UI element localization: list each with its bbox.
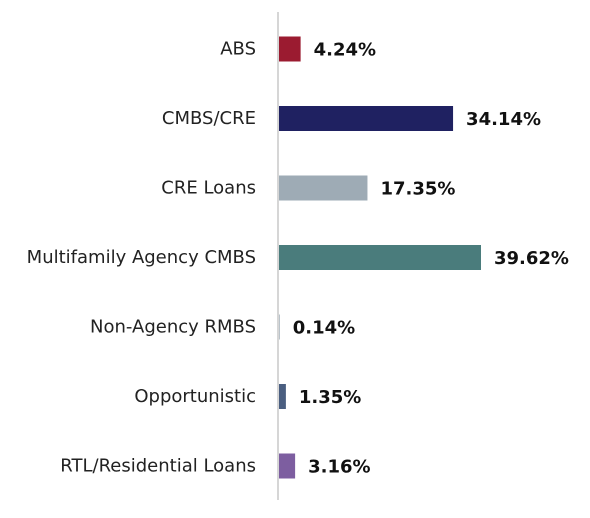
- bar-abs: [279, 36, 301, 62]
- bar-rtl-residential-loans: [279, 453, 296, 479]
- value-label-cre-loans: 17.35%: [380, 179, 455, 200]
- category-label-abs: ABS: [220, 39, 256, 60]
- value-label-multifamily-agency-cmbs: 39.62%: [494, 248, 569, 269]
- value-label-cmbs-cre: 34.14%: [466, 109, 541, 130]
- bar-cmbs-cre: [279, 106, 454, 131]
- category-label-cre-loans: CRE Loans: [161, 178, 256, 199]
- value-label-abs: 4.24%: [314, 40, 376, 61]
- category-label-cmbs-cre: CMBS/CRE: [162, 108, 256, 129]
- value-label-opportunistic: 1.35%: [299, 387, 361, 408]
- category-label-rtl-residential-loans: RTL/Residential Loans: [60, 456, 256, 477]
- bar-non-agency-rmbs: [279, 314, 280, 340]
- value-label-non-agency-rmbs: 0.14%: [293, 318, 355, 339]
- value-label-rtl-residential-loans: 3.16%: [308, 457, 370, 478]
- category-label-non-agency-rmbs: Non-Agency RMBS: [90, 317, 256, 338]
- category-label-opportunistic: Opportunistic: [134, 386, 256, 407]
- bar-multifamily-agency-cmbs: [279, 245, 481, 270]
- category-label-multifamily-agency-cmbs: Multifamily Agency CMBS: [27, 247, 256, 268]
- bar-cre-loans: [279, 175, 368, 201]
- bar-opportunistic: [279, 384, 286, 409]
